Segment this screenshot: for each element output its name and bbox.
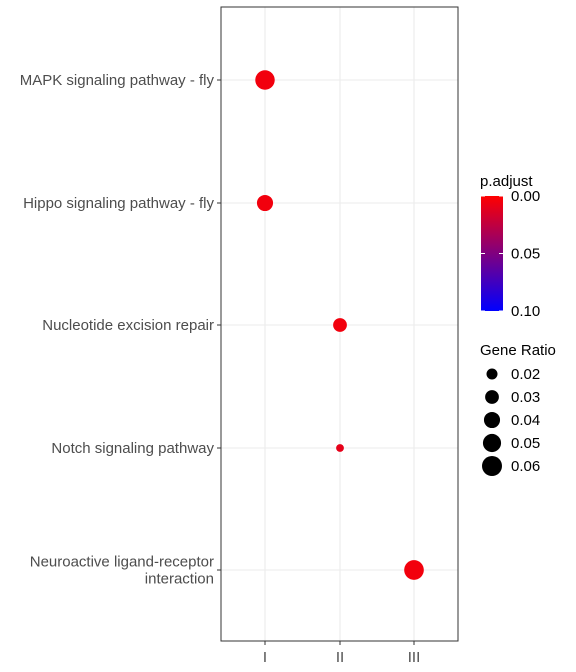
point-mapk-signaling-pathway-fly [255, 70, 275, 90]
point-hippo-signaling-pathway-fly [256, 194, 274, 212]
x-tick-label-iii: III [408, 649, 421, 666]
p-adjust-label-2: 0.05 [511, 246, 540, 263]
x-tick-label-ii: II [336, 649, 344, 666]
gene-ratio-label-5: 0.06 [511, 458, 540, 475]
y-tick-label-neuroactive-ligand-receptor-interaction: Neuroactive ligand-receptor interaction [30, 554, 214, 588]
gene-ratio-label-4: 0.05 [511, 435, 540, 452]
gene-ratio-key-3 [483, 411, 501, 429]
point-neuroactive-ligand-receptor-interaction [404, 560, 424, 580]
gene-ratio-label-2: 0.03 [511, 389, 540, 406]
gene-ratio-label-3: 0.04 [511, 412, 540, 429]
p-adjust-legend-title: p.adjust [480, 173, 533, 190]
p-adjust-label-3: 0.10 [511, 303, 540, 320]
gene-ratio-key-4 [482, 433, 502, 453]
p-adjust-label-1: 0.00 [511, 188, 540, 205]
gene-ratio-key-2 [485, 390, 499, 404]
point-notch-signaling-pathway [336, 444, 344, 452]
x-axis: I II III [263, 641, 420, 666]
gene-ratio-label-1: 0.02 [511, 366, 540, 383]
y-tick-label-nucleotide-excision-repair: Nucleotide excision repair [42, 317, 214, 334]
p-adjust-colorbar [481, 196, 503, 311]
gene-ratio-key-5 [482, 456, 502, 476]
gene-ratio-legend-title: Gene Ratio [480, 342, 556, 359]
data-points [255, 70, 424, 580]
gene-ratio-legend: Gene Ratio 0.02 0.03 0.04 0.05 0.06 [480, 342, 556, 476]
gene-ratio-key-1 [486, 368, 498, 380]
y-tick-label-notch-signaling-pathway: Notch signaling pathway [51, 440, 214, 457]
x-tick-label-i: I [263, 649, 267, 666]
y-tick-label-hippo-signaling-pathway-fly: Hippo signaling pathway - fly [23, 195, 214, 212]
y-axis: MAPK signaling pathway - fly Hippo signal… [20, 72, 221, 588]
y-tick-label-mapk-signaling-pathway-fly: MAPK signaling pathway - fly [20, 72, 215, 89]
plot-panel [220, 6, 459, 642]
point-nucleotide-excision-repair [333, 318, 347, 332]
